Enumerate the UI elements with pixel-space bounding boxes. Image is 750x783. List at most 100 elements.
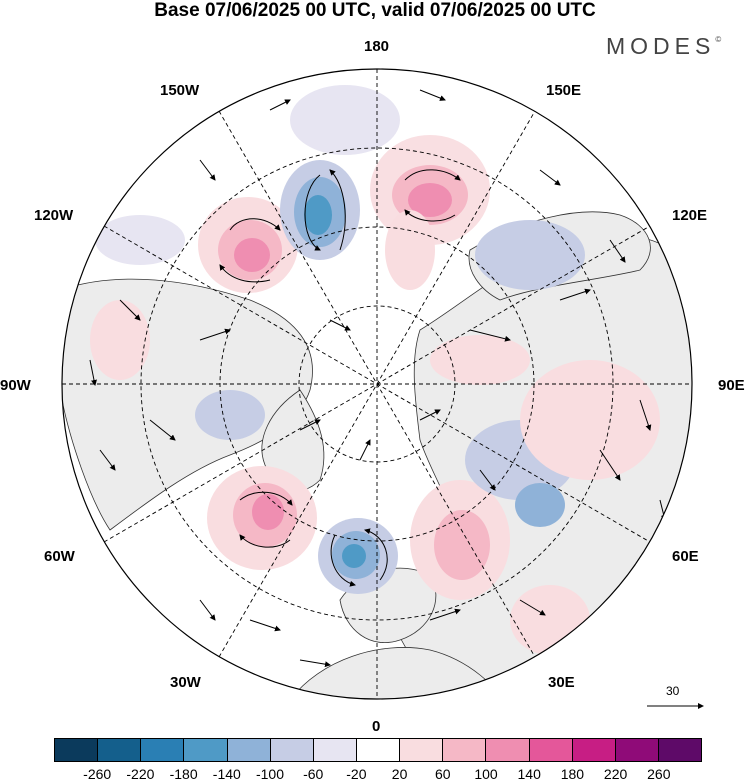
lon-label-0: 0 bbox=[372, 718, 381, 735]
wind-vectors bbox=[89, 89, 667, 668]
wind-vector bbox=[199, 328, 231, 341]
wind-vector bbox=[149, 419, 176, 441]
colorbar-tick-label: 100 bbox=[474, 766, 498, 782]
wind-vector bbox=[639, 399, 652, 431]
lon-label-90w: 90W bbox=[0, 377, 31, 394]
colorbar-swatch bbox=[400, 739, 444, 761]
graticule bbox=[62, 69, 692, 699]
anomaly-neg-east-asia bbox=[475, 220, 585, 290]
wind-vector bbox=[609, 239, 626, 263]
wind-vector bbox=[419, 409, 441, 421]
colorbar-swatch bbox=[486, 739, 530, 761]
wind-vector bbox=[404, 169, 461, 181]
colorbar-tick-label: 220 bbox=[603, 766, 628, 782]
colorbar-tick-label: 180 bbox=[560, 766, 585, 782]
wind-vector bbox=[469, 329, 511, 342]
anomaly-neg-pacific-max bbox=[304, 195, 332, 235]
colorbar-swatch bbox=[55, 739, 99, 761]
wind-vector bbox=[304, 174, 321, 251]
wind-vector bbox=[329, 169, 346, 251]
colorbar-tick-label: -260 bbox=[83, 766, 112, 782]
anomaly-pos-russia-core bbox=[434, 510, 490, 580]
lon-label-30e: 30E bbox=[548, 674, 575, 691]
anomaly-shading bbox=[90, 85, 660, 655]
wind-vector bbox=[330, 534, 356, 587]
colorbar-swatch bbox=[313, 739, 357, 761]
anomaly-pos-eurasia-east bbox=[520, 360, 660, 480]
map-border bbox=[61, 68, 693, 700]
brand-mark: © bbox=[715, 35, 722, 44]
lon-label-150w: 150W bbox=[160, 82, 200, 99]
wind-vector bbox=[239, 534, 291, 548]
lon-label-150e: 150E bbox=[546, 82, 582, 99]
wind-vector bbox=[559, 288, 591, 301]
wind-vector bbox=[249, 619, 281, 632]
colorbar-tick-label: -20 bbox=[346, 766, 367, 782]
colorbar-tick-label: 140 bbox=[517, 766, 541, 782]
lon-label-60e: 60E bbox=[672, 548, 699, 565]
wind-vector bbox=[329, 319, 351, 331]
wind-vector bbox=[479, 469, 496, 491]
anomaly-neg-siberia-core bbox=[515, 483, 565, 527]
anomaly-pos-alaska-max bbox=[234, 238, 270, 272]
colorbar-tick-label: -100 bbox=[255, 766, 285, 782]
lon-label-90e: 90E bbox=[718, 377, 745, 394]
brand-logo: MODES© bbox=[606, 33, 721, 60]
lon-label-120w: 120W bbox=[34, 207, 74, 224]
colorbar-swatch bbox=[141, 739, 185, 761]
colorbar-swatch bbox=[227, 739, 271, 761]
colorbar bbox=[54, 738, 702, 762]
anomaly-pos-southeast bbox=[510, 585, 590, 655]
anomaly-neg-pacific-high bbox=[290, 85, 400, 155]
colorbar-swatch bbox=[443, 739, 487, 761]
wind-vector bbox=[219, 264, 271, 283]
wind-vector bbox=[99, 449, 116, 471]
colorbar-swatch bbox=[572, 739, 616, 761]
anomaly-pos-central bbox=[430, 335, 530, 385]
wind-vector bbox=[299, 659, 331, 668]
anomaly-neg-europe-max bbox=[342, 544, 366, 568]
anomaly-pos-nw-canada bbox=[90, 300, 150, 380]
wind-vector bbox=[119, 299, 141, 321]
colorbar-swatch bbox=[615, 739, 659, 761]
wind-vector bbox=[89, 359, 97, 386]
reference-vector-label: 30 bbox=[666, 684, 680, 698]
lon-label-30w: 30W bbox=[170, 674, 201, 691]
colorbar-tick-label: -60 bbox=[303, 766, 324, 782]
wind-vector bbox=[199, 159, 216, 181]
colorbar-swatch bbox=[529, 739, 573, 761]
lon-label-120e: 120E bbox=[672, 207, 708, 224]
wind-vector bbox=[239, 491, 293, 506]
colorbar-tick-label: 20 bbox=[391, 766, 408, 782]
wind-vector bbox=[419, 89, 446, 101]
wind-vector bbox=[404, 209, 456, 222]
wind-vector bbox=[359, 439, 371, 461]
wind-vector bbox=[539, 169, 561, 186]
colorbar-swatch bbox=[98, 739, 142, 761]
brand-name: MODES bbox=[606, 33, 716, 59]
page-title: Base 07/06/2025 00 UTC, valid 07/06/2025… bbox=[154, 0, 596, 21]
wind-vector bbox=[599, 449, 621, 481]
wind-vector bbox=[199, 599, 216, 621]
colorbar-tick-label: -220 bbox=[126, 766, 155, 782]
wind-vector bbox=[269, 99, 291, 111]
anomaly-pos-arctic bbox=[385, 210, 435, 290]
wind-vector bbox=[429, 608, 461, 621]
lon-label-60w: 60W bbox=[44, 548, 75, 565]
anomaly-pos-bering-max bbox=[408, 183, 452, 217]
anomaly-neg-canada bbox=[195, 390, 265, 440]
colorbar-tick-label: -180 bbox=[169, 766, 198, 782]
wind-vector bbox=[364, 528, 388, 581]
colorbar-swatch bbox=[356, 739, 401, 761]
colorbar-swatch bbox=[270, 739, 314, 761]
wind-vector bbox=[299, 419, 321, 431]
wind-vector bbox=[519, 599, 546, 616]
wind-vector bbox=[229, 218, 281, 231]
anomaly-pos-atlantic-max bbox=[252, 494, 284, 530]
colorbar-tick-label: 260 bbox=[647, 766, 671, 782]
colorbar-tick-label: -140 bbox=[212, 766, 241, 782]
colorbar-tick-label: 60 bbox=[435, 766, 451, 782]
anomaly-neg-west bbox=[95, 215, 185, 265]
